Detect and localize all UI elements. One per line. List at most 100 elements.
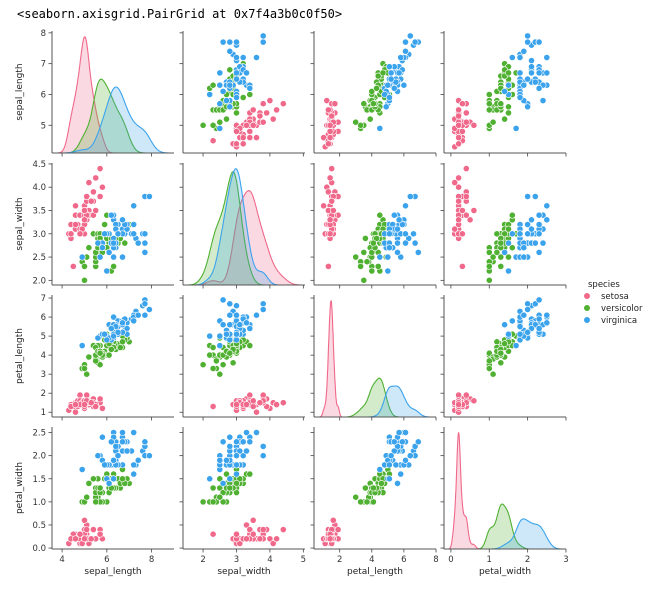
point-versicolor (199, 361, 207, 369)
point-setosa (455, 216, 462, 224)
point-setosa (326, 230, 334, 238)
point-setosa (87, 197, 95, 205)
point-versicolor (352, 493, 360, 501)
legend-title: species (588, 280, 620, 290)
y-tick-label: 7 (41, 294, 46, 304)
point-virginica (216, 124, 224, 132)
point-setosa (259, 526, 267, 533)
point-virginica (543, 311, 551, 319)
point-virginica (226, 442, 234, 450)
y-tick-label: 3 (41, 370, 46, 380)
point-virginica (145, 452, 153, 460)
point-virginica (216, 342, 224, 349)
point-setosa (99, 404, 106, 412)
point-virginica (543, 54, 551, 61)
point-setosa (455, 121, 462, 129)
panel-sepal_length-vs-sepal_length: 5 6 7 8 (41, 29, 174, 157)
point-virginica (236, 321, 244, 329)
point-setosa (83, 526, 91, 533)
point-versicolor (81, 276, 88, 284)
point-virginica (130, 202, 138, 210)
kde-fill-virginica (195, 168, 278, 285)
point-setosa (263, 109, 270, 117)
point-versicolor (485, 276, 493, 284)
x-tick-label: 4 (267, 555, 272, 565)
point-virginica (145, 306, 153, 313)
point-virginica (114, 452, 122, 460)
point-setosa (455, 140, 462, 148)
point-versicolor (239, 94, 247, 101)
point-virginica (501, 248, 508, 256)
point-versicolor (90, 475, 97, 483)
point-setosa (326, 174, 334, 182)
point-virginica (531, 78, 539, 86)
point-virginica (395, 429, 403, 436)
point-virginica (520, 311, 528, 319)
point-virginica (233, 38, 240, 46)
point-versicolor (216, 493, 224, 501)
panel-sepal_width-vs-sepal_width (179, 163, 305, 289)
point-versicolor (368, 267, 376, 275)
point-setosa (455, 197, 462, 205)
point-virginica (411, 38, 419, 46)
point-virginica (402, 38, 409, 46)
y-axis-label-petal_width: petal_width (15, 462, 25, 514)
point-versicolor (368, 88, 376, 95)
point-setosa (239, 134, 247, 141)
point-virginica (385, 63, 393, 71)
point-setosa (76, 391, 84, 399)
point-setosa (96, 530, 104, 538)
y-axis-label-sepal_width: sepal_width (15, 197, 25, 250)
point-setosa (329, 207, 337, 214)
point-versicolor (360, 276, 368, 284)
point-setosa (96, 193, 104, 200)
point-virginica (397, 470, 405, 478)
point-virginica (385, 94, 393, 101)
x-tick-label: 2 (525, 555, 530, 565)
point-setosa (99, 183, 106, 191)
point-setosa (451, 225, 459, 233)
point-virginica (414, 438, 422, 446)
point-setosa (72, 408, 79, 416)
point-virginica (505, 239, 512, 247)
point-virginica (524, 306, 531, 313)
panel-petal_width-vs-petal_width: 0 1 2 3 (440, 427, 569, 565)
point-virginica (134, 311, 142, 319)
point-setosa (328, 112, 336, 120)
y-tick-label: 0.0 (32, 544, 46, 554)
point-versicolor (209, 121, 217, 129)
point-virginica (219, 296, 227, 304)
point-setosa (458, 100, 466, 108)
point-setosa (243, 401, 250, 408)
point-setosa (233, 401, 240, 408)
point-setosa (455, 134, 462, 141)
point-virginica (110, 253, 117, 261)
point-versicolor (352, 253, 360, 261)
kde-fill-versicolor (188, 171, 265, 285)
point-setosa (279, 526, 287, 533)
point-virginica (233, 336, 240, 344)
point-versicolor (360, 100, 368, 108)
point-versicolor (226, 66, 234, 74)
point-versicolor (107, 345, 115, 353)
point-versicolor (361, 234, 369, 242)
point-virginica (524, 193, 531, 200)
point-setosa (455, 112, 462, 120)
point-virginica (543, 202, 551, 210)
point-setosa (246, 127, 254, 135)
point-setosa (249, 403, 257, 410)
point-virginica (535, 38, 543, 46)
kde-line-setosa (195, 190, 301, 286)
point-virginica (524, 75, 531, 83)
point-versicolor (489, 370, 497, 378)
point-setosa (67, 230, 75, 238)
point-virginica (524, 300, 531, 308)
point-versicolor (485, 365, 493, 372)
point-setosa (87, 399, 95, 407)
panel-petal_width-vs-sepal_length: 4 6 8 0.0 0.5 1.0 1.5 2.0 2.5 (32, 427, 174, 565)
point-virginica (110, 239, 117, 247)
point-virginica (141, 239, 149, 247)
kde-fill-versicolor (66, 79, 146, 153)
point-setosa (466, 216, 474, 224)
point-virginica (376, 253, 384, 261)
